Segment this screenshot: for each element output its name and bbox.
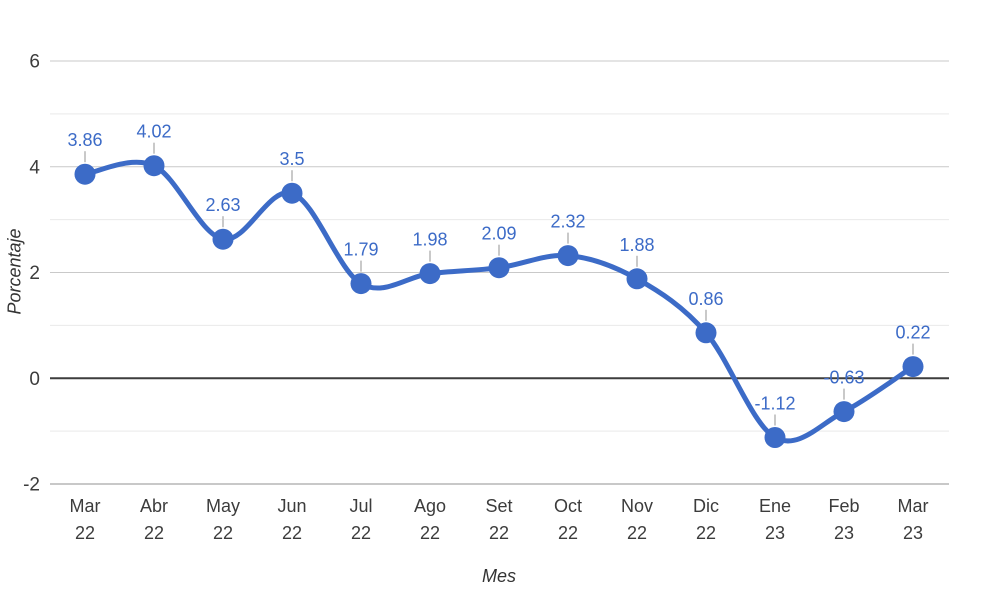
y-tick-label: 2 bbox=[29, 263, 40, 284]
data-label: 3.86 bbox=[67, 130, 102, 150]
data-label: 1.79 bbox=[343, 240, 378, 260]
data-label: 2.32 bbox=[550, 212, 585, 232]
y-tick-label: 0 bbox=[29, 369, 40, 390]
data-point bbox=[833, 401, 855, 423]
data-point bbox=[557, 245, 579, 267]
x-tick-label: Dic 22 bbox=[693, 496, 719, 543]
data-point bbox=[419, 263, 441, 285]
data-point bbox=[626, 268, 648, 290]
y-tick-label: 6 bbox=[29, 52, 40, 73]
data-point bbox=[695, 322, 717, 344]
data-label: 3.5 bbox=[279, 149, 304, 169]
data-label: -0.63 bbox=[823, 368, 864, 388]
x-tick-label: Nov 22 bbox=[621, 496, 653, 543]
data-label: 4.02 bbox=[136, 122, 171, 142]
x-tick-label: Abr 22 bbox=[140, 496, 168, 543]
x-tick-label: Mar 22 bbox=[70, 496, 101, 543]
data-point bbox=[764, 427, 786, 448]
x-tick-label: Mar 23 bbox=[898, 496, 929, 543]
data-label: 0.22 bbox=[895, 323, 930, 343]
data-label: 1.98 bbox=[412, 230, 447, 250]
data-point bbox=[902, 356, 924, 378]
y-tick-label: -2 bbox=[23, 475, 40, 496]
data-point bbox=[212, 228, 234, 250]
data-point bbox=[143, 155, 165, 177]
y-tick-label: 4 bbox=[29, 157, 40, 178]
x-axis-title: Mes bbox=[481, 566, 516, 586]
x-tick-label: Set 22 bbox=[485, 496, 512, 543]
x-tick-label: Ago 22 bbox=[414, 496, 446, 543]
data-point bbox=[488, 257, 510, 279]
x-tick-label: Jul 22 bbox=[349, 496, 372, 543]
x-tick-label: Feb 23 bbox=[828, 496, 859, 543]
y-axis-title: Porcentaje bbox=[4, 228, 25, 315]
data-label: 2.63 bbox=[205, 195, 240, 215]
data-label: 2.09 bbox=[481, 224, 516, 244]
data-label: 0.86 bbox=[688, 289, 723, 309]
data-point bbox=[74, 163, 96, 185]
x-tick-label: Oct 22 bbox=[554, 496, 582, 543]
data-label: -1.12 bbox=[754, 394, 795, 414]
x-tick-label: Jun 22 bbox=[277, 496, 306, 543]
data-label: 1.88 bbox=[619, 235, 654, 255]
data-point bbox=[281, 182, 303, 204]
data-point bbox=[350, 273, 372, 295]
x-tick-label: Ene 23 bbox=[759, 496, 791, 543]
x-tick-label: May 22 bbox=[206, 496, 240, 543]
